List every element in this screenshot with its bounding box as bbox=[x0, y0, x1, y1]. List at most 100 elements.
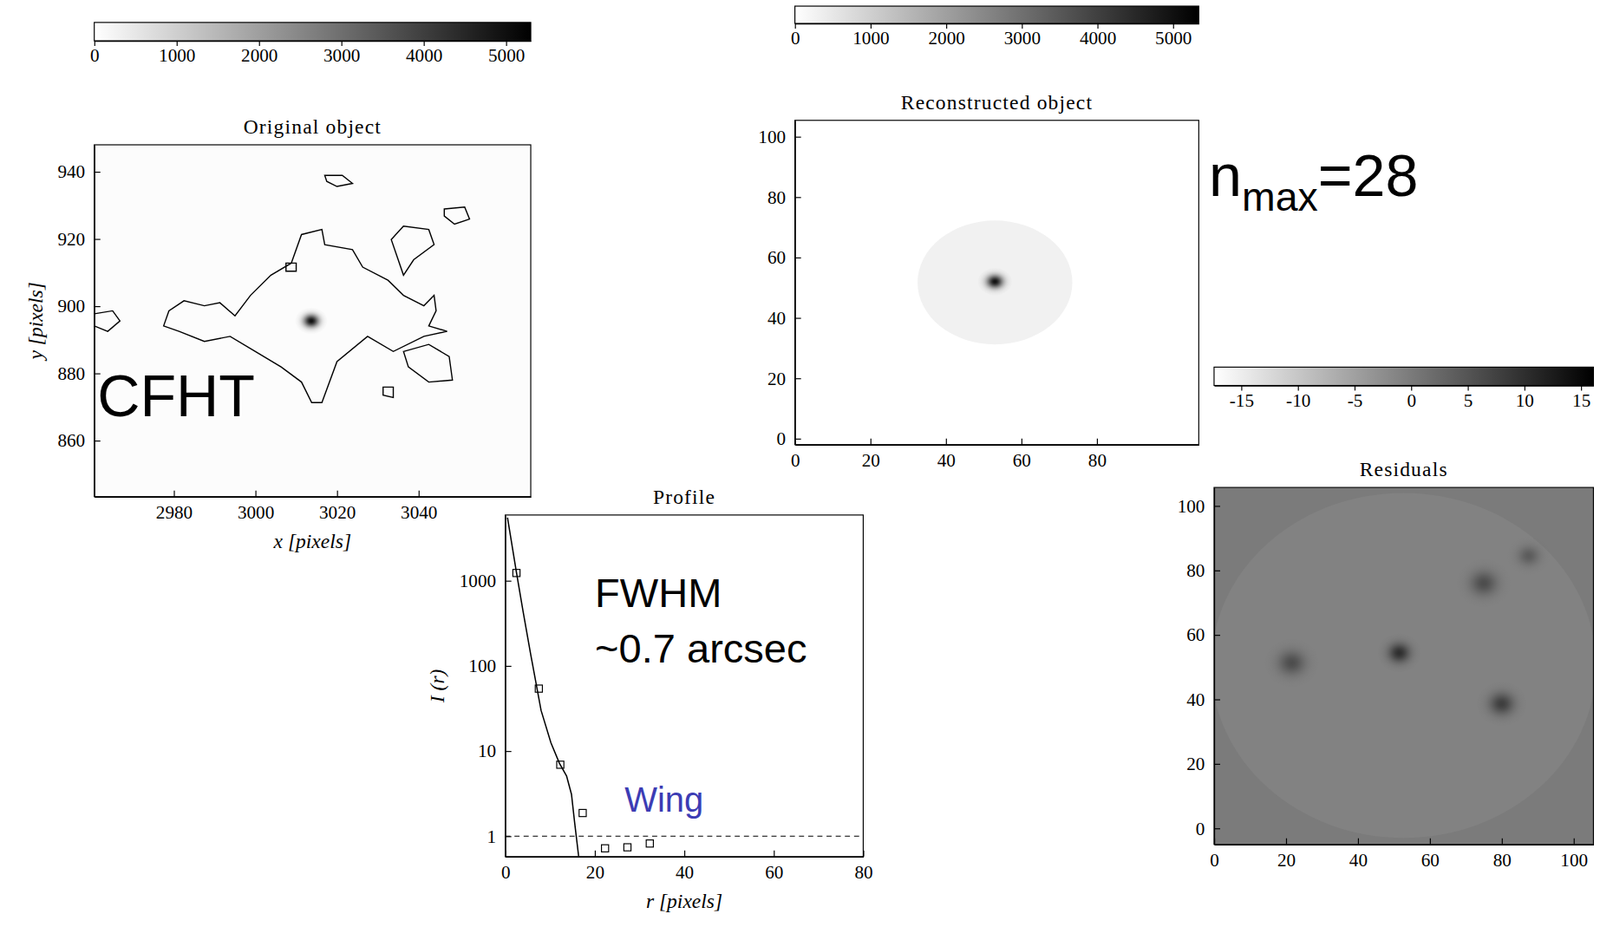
tick-mark bbox=[505, 666, 512, 667]
tick-label: -5 bbox=[1347, 390, 1364, 412]
x-axis-title: r [pixels] bbox=[646, 889, 723, 913]
tick-label: 0 bbox=[1195, 818, 1206, 840]
tick-mark bbox=[94, 440, 101, 442]
tick-mark bbox=[795, 378, 802, 379]
tick: 60 bbox=[1186, 624, 1221, 646]
tick: 3000 bbox=[237, 490, 275, 524]
axis: 860880900920940 bbox=[57, 145, 100, 498]
tick: -10 bbox=[1286, 385, 1311, 412]
tick-label: 920 bbox=[57, 228, 85, 250]
data-point bbox=[623, 843, 631, 851]
annotation: Wing bbox=[624, 780, 704, 819]
tick-label: 0 bbox=[776, 428, 786, 450]
tick-mark bbox=[795, 137, 802, 138]
tick: 3000 bbox=[323, 40, 360, 66]
tick: 3020 bbox=[319, 490, 356, 524]
tick-label: 20 bbox=[586, 862, 605, 883]
tick-mark bbox=[1214, 828, 1221, 830]
tick: 1 bbox=[486, 826, 511, 848]
tick-label: 40 bbox=[675, 862, 694, 883]
tick-mark bbox=[94, 171, 101, 173]
panel-title: Reconstructed object bbox=[901, 91, 1093, 114]
annotation: FWHM bbox=[594, 569, 722, 616]
tick-label: 3020 bbox=[319, 502, 356, 523]
tick: 880 bbox=[57, 363, 100, 385]
tick-label: 10 bbox=[477, 740, 497, 762]
annotation: nmax=28 bbox=[1208, 142, 1418, 220]
tick: 0 bbox=[776, 428, 801, 450]
tick: 60 bbox=[1421, 838, 1440, 872]
tick: 80 bbox=[1186, 560, 1221, 582]
panel-title: Profile bbox=[653, 485, 716, 509]
tick-mark bbox=[505, 835, 512, 837]
colorbar bbox=[1214, 366, 1594, 386]
tick-label: 1000 bbox=[852, 27, 889, 49]
tick: 80 bbox=[767, 187, 802, 209]
image-background bbox=[795, 120, 1200, 445]
data-point bbox=[556, 761, 564, 769]
tick: 1000 bbox=[158, 40, 196, 66]
tick-label: 2000 bbox=[927, 27, 965, 49]
panel-title: Original object bbox=[243, 115, 382, 138]
tick: 1000 bbox=[459, 570, 512, 592]
tick: 0 bbox=[1406, 385, 1417, 412]
tick: -15 bbox=[1229, 385, 1254, 412]
tick: 10 bbox=[1515, 385, 1535, 412]
tick: 40 bbox=[675, 850, 694, 884]
annotation-text: n bbox=[1208, 142, 1242, 209]
tick: 1000 bbox=[852, 23, 889, 49]
contour bbox=[403, 344, 452, 382]
tick-mark bbox=[1214, 764, 1221, 765]
tick: 900 bbox=[57, 295, 100, 317]
x-axis-title: x [pixels] bbox=[273, 529, 352, 553]
tick-mark bbox=[773, 850, 775, 857]
tick-label: 60 bbox=[767, 247, 786, 268]
tick-mark bbox=[1502, 838, 1503, 845]
tick: 40 bbox=[937, 438, 956, 472]
tick-mark bbox=[1286, 838, 1287, 845]
tick-label: 0 bbox=[1209, 849, 1220, 871]
tick-label: 20 bbox=[1277, 849, 1296, 871]
tick-mark bbox=[94, 238, 101, 240]
tick-label: -15 bbox=[1229, 390, 1254, 412]
tick: 3040 bbox=[400, 490, 438, 524]
tick-mark bbox=[684, 850, 686, 857]
axis: 010002000300040005000 bbox=[790, 23, 1200, 49]
tick-mark bbox=[337, 490, 339, 497]
tick-label: 3000 bbox=[1004, 27, 1041, 49]
tick: 80 bbox=[854, 850, 873, 884]
plot-background bbox=[505, 515, 864, 857]
tick-mark bbox=[505, 581, 512, 582]
tick-mark bbox=[862, 850, 864, 857]
tick: 20 bbox=[1277, 838, 1296, 872]
colorbar bbox=[795, 6, 1200, 24]
tick-label: 80 bbox=[1186, 560, 1205, 582]
axis-line bbox=[94, 145, 96, 498]
axis-line bbox=[1214, 385, 1594, 387]
tick: 60 bbox=[764, 850, 784, 884]
tick: 100 bbox=[468, 655, 511, 677]
reference-line bbox=[505, 835, 864, 837]
tick-label: 100 bbox=[757, 126, 786, 148]
tick: 5000 bbox=[488, 40, 525, 66]
tick-mark bbox=[795, 438, 802, 440]
tick-label: 80 bbox=[1493, 849, 1512, 871]
annotation-subscript: max bbox=[1241, 174, 1319, 220]
tick: 60 bbox=[1012, 438, 1032, 472]
contour bbox=[324, 175, 353, 187]
tick: 20 bbox=[1186, 753, 1221, 775]
axis: 1 10 100 1000 bbox=[459, 515, 512, 857]
tick: 80 bbox=[1088, 438, 1107, 472]
tick: 100 bbox=[1560, 838, 1588, 872]
data-point bbox=[512, 569, 520, 577]
contour bbox=[383, 386, 394, 398]
tick-label: 0 bbox=[790, 27, 801, 49]
axis-line bbox=[1214, 844, 1594, 846]
axis: 020406080100 bbox=[757, 120, 801, 450]
tick: 20 bbox=[862, 438, 881, 472]
tick: 860 bbox=[57, 430, 100, 451]
source bbox=[1264, 639, 1319, 688]
tick: 5 bbox=[1463, 385, 1474, 412]
tick-label: 80 bbox=[767, 187, 786, 209]
tick-label: 40 bbox=[1349, 849, 1368, 871]
